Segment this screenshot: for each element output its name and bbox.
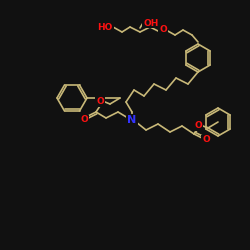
Text: HO: HO bbox=[98, 22, 113, 32]
Text: O: O bbox=[202, 136, 210, 144]
Text: O: O bbox=[96, 98, 104, 106]
Text: O: O bbox=[194, 122, 202, 130]
Text: O: O bbox=[80, 116, 88, 124]
Text: O: O bbox=[159, 26, 167, 35]
Text: OH: OH bbox=[143, 18, 158, 28]
Text: N: N bbox=[128, 115, 136, 125]
